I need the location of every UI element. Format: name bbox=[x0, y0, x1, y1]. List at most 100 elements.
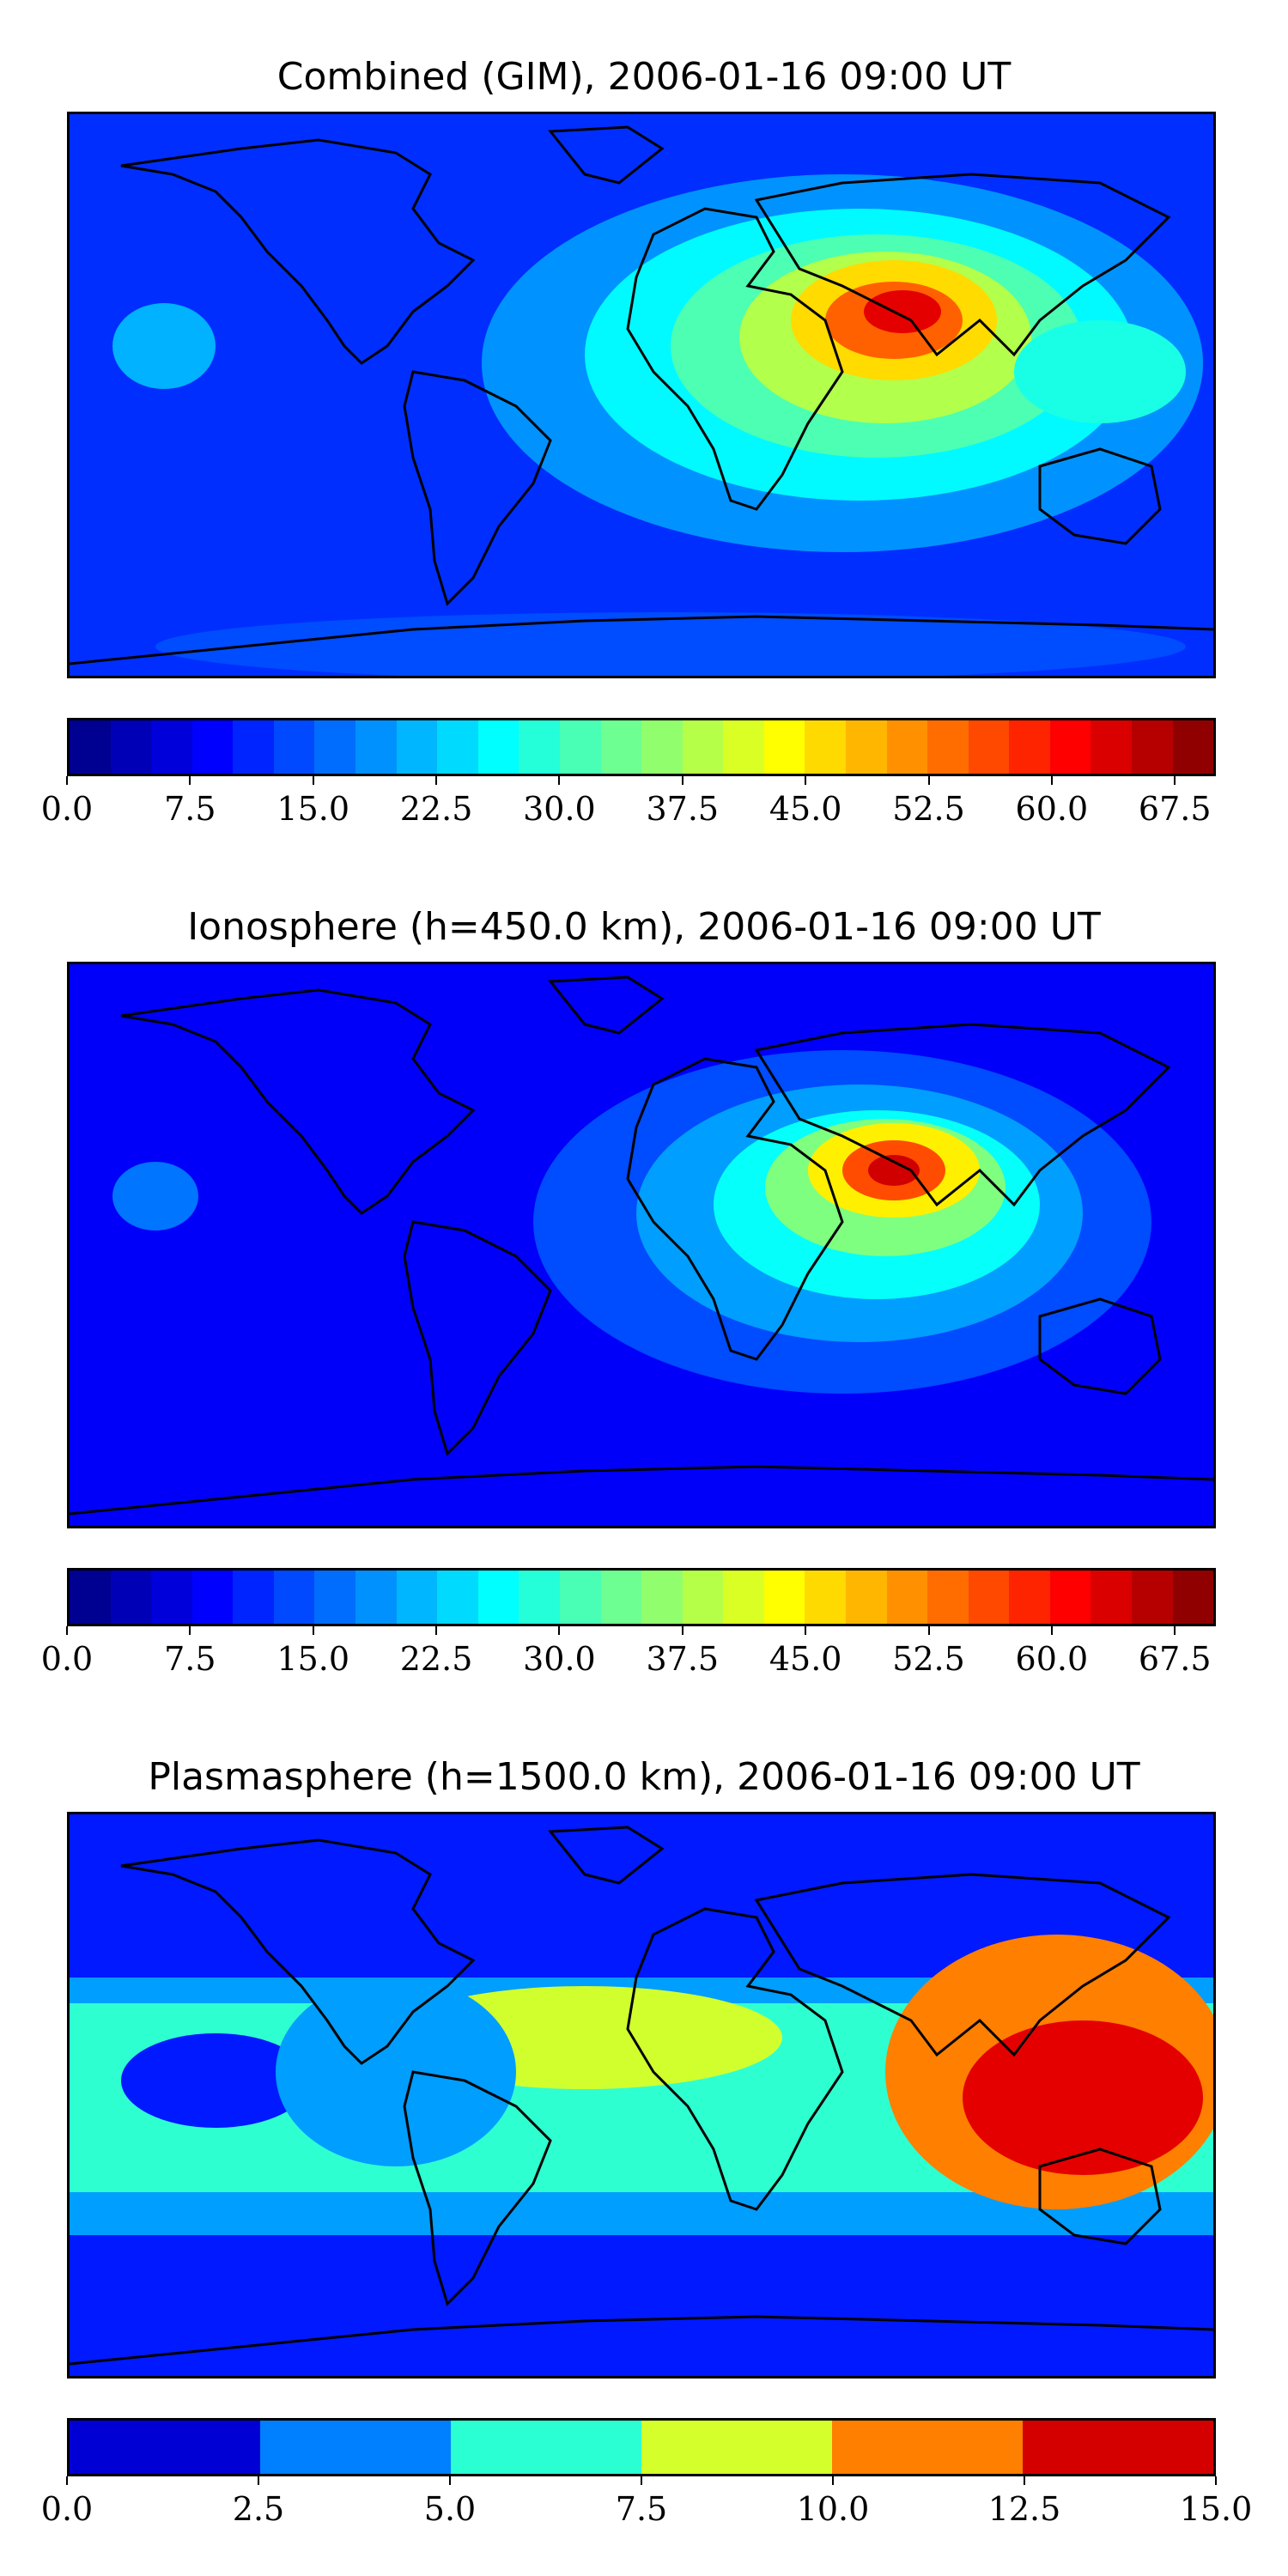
colorbar-tickmark bbox=[805, 1626, 807, 1635]
coastline bbox=[403, 1220, 552, 1456]
coastline bbox=[626, 1057, 844, 1361]
colorbar-level bbox=[805, 720, 846, 774]
colorbar-tickmark bbox=[1050, 1626, 1053, 1635]
colorbar-level bbox=[273, 1571, 315, 1624]
colorbar-level bbox=[641, 1571, 683, 1624]
colorbar-level bbox=[763, 1571, 805, 1624]
colorbar-tick-label: 45.0 bbox=[769, 1640, 842, 1678]
coastline bbox=[70, 615, 1213, 665]
colorbar-tickmark bbox=[1174, 776, 1176, 785]
coastline bbox=[120, 988, 476, 1215]
colorbar-tick-label: 0.0 bbox=[40, 1640, 94, 1678]
colorbar-level bbox=[191, 720, 234, 774]
colorbar-tick-label: 60.0 bbox=[1015, 1640, 1089, 1678]
colorbar-level bbox=[396, 1571, 438, 1624]
colorbar-level bbox=[273, 720, 315, 774]
colorbar-level bbox=[1172, 720, 1214, 774]
field-contour bbox=[112, 303, 216, 389]
colorbar-level bbox=[519, 720, 560, 774]
colorbar-level bbox=[1091, 720, 1133, 774]
field-contour bbox=[112, 1162, 198, 1230]
colorbar-level bbox=[1091, 1571, 1133, 1624]
colorbar-tickmark bbox=[435, 1626, 438, 1635]
colorbar-tickmark bbox=[66, 776, 68, 785]
colorbar-tickmark bbox=[189, 776, 191, 785]
colorbar-level bbox=[559, 720, 601, 774]
field-contour bbox=[1014, 320, 1186, 423]
colorbar-level bbox=[355, 1571, 397, 1624]
colorbar-tick-label: 10.0 bbox=[796, 2490, 870, 2528]
coastline bbox=[548, 975, 665, 1035]
colorbar-level bbox=[927, 720, 969, 774]
field-contour bbox=[864, 290, 941, 333]
coastlines bbox=[70, 975, 1213, 1516]
colorbar-level bbox=[1049, 720, 1091, 774]
colorbar-tickmark bbox=[558, 776, 561, 785]
colorbar-tick-label: 52.5 bbox=[892, 1640, 965, 1678]
colorbar-level bbox=[110, 1571, 152, 1624]
coastline bbox=[403, 2070, 552, 2306]
colorbar-level bbox=[600, 720, 642, 774]
colorbar-tick-label: 37.5 bbox=[646, 1640, 720, 1678]
panel-3-title: Plasmasphere (h=1500.0 km), 2006-01-16 0… bbox=[148, 1755, 1140, 1799]
colorbar-tickmark bbox=[1024, 2476, 1025, 2485]
coastline bbox=[403, 370, 552, 606]
colorbar-level bbox=[641, 720, 683, 774]
colorbar-level bbox=[260, 2421, 451, 2474]
colorbar-tick-label: 2.5 bbox=[232, 2490, 285, 2528]
colorbar-level bbox=[641, 2421, 832, 2474]
colorbar-tick-label: 22.5 bbox=[399, 790, 473, 828]
colorbar-tickmark bbox=[927, 776, 930, 785]
coastline bbox=[754, 1023, 1171, 1207]
colorbar-level bbox=[723, 1571, 764, 1624]
colorbar-tick-label: 5.0 bbox=[423, 2490, 477, 2528]
colorbar-tick-label: 67.5 bbox=[1138, 1640, 1212, 1678]
colorbar-tick-label: 45.0 bbox=[769, 790, 842, 828]
colorbar-level bbox=[1132, 1571, 1173, 1624]
colorbar-tick-label: 0.0 bbox=[40, 790, 94, 828]
colorbar-level bbox=[682, 720, 724, 774]
colorbar-level bbox=[233, 720, 274, 774]
colorbar-tick-label: 15.0 bbox=[276, 790, 350, 828]
coastline bbox=[754, 173, 1171, 357]
coastline bbox=[70, 1465, 1213, 1516]
colorbar-tick-label: 30.0 bbox=[523, 790, 596, 828]
coastline bbox=[1038, 447, 1162, 545]
field-contour bbox=[963, 2020, 1203, 2175]
colorbar-tickmark bbox=[641, 2476, 642, 2485]
colorbar-tick-label: 15.0 bbox=[276, 1640, 350, 1678]
coastline bbox=[120, 1838, 476, 2065]
colorbar-level bbox=[314, 720, 356, 774]
panel-1-map bbox=[67, 112, 1216, 678]
colorbar-tick-label: 52.5 bbox=[892, 790, 965, 828]
colorbar-level bbox=[477, 720, 519, 774]
field-contour bbox=[121, 2033, 310, 2128]
colorbar-level bbox=[845, 1571, 887, 1624]
colorbar-tickmark bbox=[435, 776, 438, 785]
colorbar-level bbox=[191, 1571, 234, 1624]
colorbar-level bbox=[559, 1571, 601, 1624]
colorbar-level bbox=[886, 720, 928, 774]
colorbar-tickmark bbox=[1050, 776, 1053, 785]
coastline bbox=[626, 1907, 844, 2211]
colorbar-level bbox=[70, 720, 111, 774]
colorbar-tick-label: 30.0 bbox=[523, 1640, 596, 1678]
colorbar-tickmark bbox=[832, 2476, 834, 2485]
colorbar-tick-label: 15.0 bbox=[1179, 2490, 1253, 2528]
colorbar-level bbox=[1172, 1571, 1214, 1624]
colorbar-level bbox=[886, 1571, 928, 1624]
colorbar-level bbox=[451, 2421, 641, 2474]
colorbar-tickmark bbox=[66, 2476, 68, 2485]
colorbar-level bbox=[805, 1571, 846, 1624]
coastline bbox=[754, 1873, 1171, 2057]
colorbar-tickmark bbox=[449, 2476, 451, 2485]
field-contour bbox=[276, 1978, 516, 2166]
colorbar-tickmark bbox=[312, 776, 314, 785]
colorbar-tickmark bbox=[312, 1626, 314, 1635]
colorbar-level bbox=[723, 720, 764, 774]
colorbar-level bbox=[519, 1571, 560, 1624]
colorbar-level bbox=[1132, 720, 1173, 774]
coastline bbox=[548, 1826, 665, 1885]
colorbar-level bbox=[151, 720, 192, 774]
coastline bbox=[548, 125, 665, 185]
